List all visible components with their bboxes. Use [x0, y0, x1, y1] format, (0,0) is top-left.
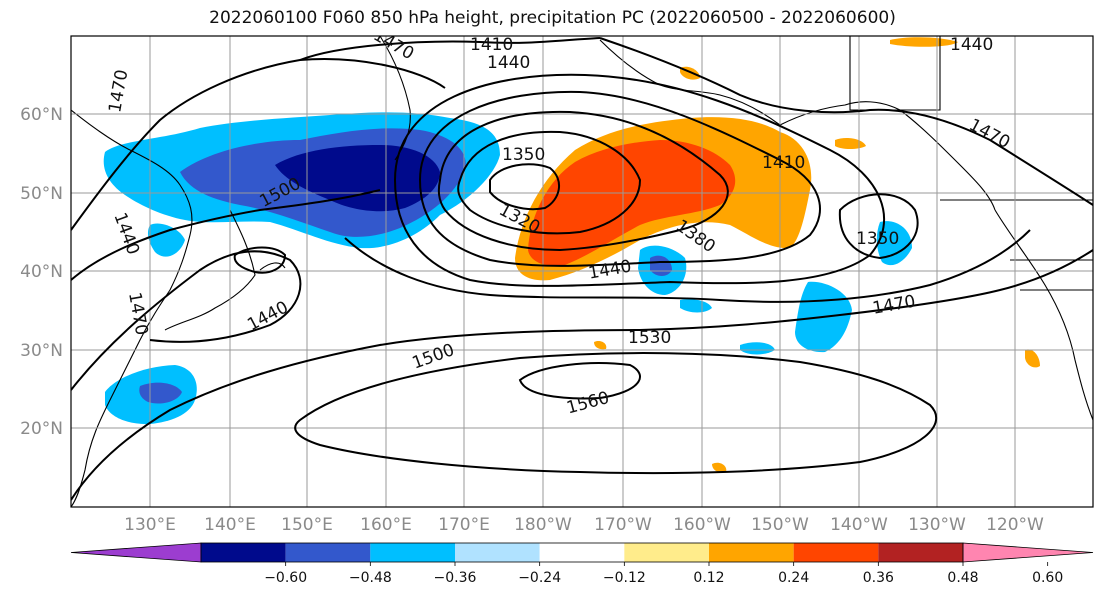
coastlines: [71, 36, 1093, 507]
precip-region-yellow-1: [890, 37, 958, 47]
longitude-labels: 130°E 140°E 150°E 160°E 170°E 180°W 170°…: [124, 515, 1044, 535]
colorbar-outline: [200, 542, 964, 563]
lon-label: 120°W: [986, 515, 1044, 535]
colorbar-box: [878, 543, 963, 562]
colorbar-extend-high: [962, 542, 1094, 563]
colorbar-tick-label: 0.48: [947, 570, 978, 586]
lon-label: 140°E: [204, 515, 256, 535]
colorbar-box: [201, 543, 286, 562]
lon-label: 160°E: [360, 515, 412, 535]
precip-region-dark-blue: [275, 145, 440, 212]
lat-label: 20°N: [20, 419, 63, 439]
lon-label: 150°E: [281, 515, 333, 535]
colorbar-box: [539, 543, 625, 562]
colorbar-box: [793, 543, 879, 562]
colorbar-tick-label: −0.48: [349, 570, 392, 586]
lon-label: 170°E: [438, 515, 490, 535]
precip-region-east-4: [740, 342, 775, 355]
contour-label: 1440: [487, 53, 530, 73]
colorbar-box: [370, 543, 455, 562]
colorbar-tick-label: 0.24: [778, 570, 809, 586]
colorbar-tick-label: 0.36: [863, 570, 894, 586]
lon-label: 180°W: [514, 515, 572, 535]
colorbar-tick-label: −0.24: [518, 570, 561, 586]
colorbar-tick-label: 0.12: [693, 570, 724, 586]
lon-label: 130°W: [908, 515, 966, 535]
lon-label: 130°E: [124, 515, 176, 535]
latitude-labels: 60°N 50°N 40°N 30°N 20°N: [20, 105, 63, 439]
lon-label: 150°W: [751, 515, 809, 535]
colorbar-box: [709, 543, 794, 562]
precip-region-yellow-4: [594, 340, 607, 350]
contour-label: 1410: [762, 153, 805, 173]
colorbar-tick-label: −0.12: [603, 570, 646, 586]
lat-label: 40°N: [20, 262, 63, 282]
contour-label: 1410: [470, 35, 513, 55]
graticule: [71, 36, 1093, 507]
colorbar-tick-label: −0.60: [264, 570, 307, 586]
lon-label: 140°W: [830, 515, 888, 535]
precip-region-yellow-3: [712, 462, 727, 473]
colorbar-box: [455, 543, 540, 562]
contour-label: 1440: [950, 35, 993, 55]
colorbar-box: [285, 543, 371, 562]
height-contours: [71, 37, 1093, 501]
precip-region-yellow-5: [835, 138, 866, 149]
colorbar-tick-label: −0.36: [434, 570, 477, 586]
precip-region-yellow-2: [1025, 349, 1040, 368]
lon-label: 160°W: [673, 515, 731, 535]
contour-label: 1530: [628, 328, 671, 348]
colorbar-extend-low: [70, 542, 202, 563]
colorbar: −0.60 −0.48 −0.36 −0.24 −0.12 0.12 0.24 0.36 0.4…: [70, 542, 1094, 586]
precip-region-light-blue-2: [147, 223, 185, 257]
contour-label: 1350: [856, 229, 899, 249]
colorbar-tick-label: 0.60: [1032, 570, 1063, 586]
map-frame: [70, 35, 1094, 508]
precip-region-east-2: [876, 221, 912, 266]
contour-label: 1350: [502, 145, 545, 165]
lon-label: 170°W: [594, 515, 652, 535]
chart-title: 2022060100 F060 850 hPa height, precipit…: [209, 8, 896, 28]
colorbar-box: [624, 543, 709, 562]
lat-label: 60°N: [20, 105, 63, 125]
lat-label: 50°N: [20, 184, 63, 204]
precip-region-east-3: [680, 299, 712, 313]
lat-label: 30°N: [20, 341, 63, 361]
